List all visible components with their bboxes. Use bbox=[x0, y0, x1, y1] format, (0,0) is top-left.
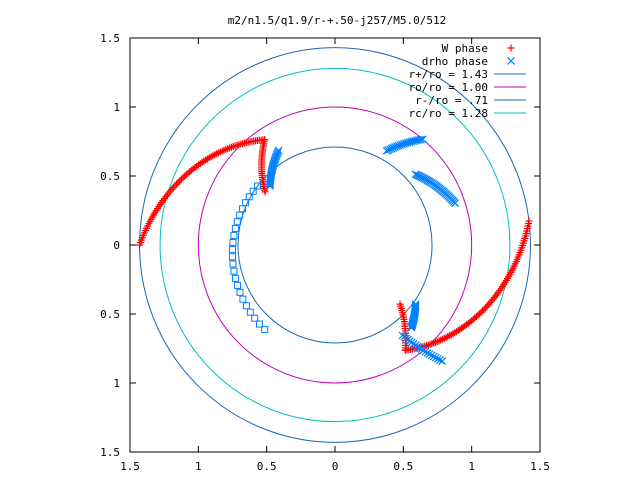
drho-square-point bbox=[236, 288, 244, 296]
y-tick-label: 0.5 bbox=[100, 170, 120, 183]
drho-square-point bbox=[239, 295, 247, 303]
w-phase-point bbox=[507, 44, 515, 52]
drho-square-point bbox=[228, 246, 236, 254]
y-tick-label: 0 bbox=[113, 239, 120, 252]
drho-phase-point bbox=[507, 57, 515, 65]
drho-phase-point bbox=[436, 356, 444, 364]
w-phase-point bbox=[174, 178, 182, 186]
drho-square-point bbox=[233, 281, 241, 289]
drho-phase-point bbox=[431, 353, 440, 362]
legend-label: drho phase bbox=[422, 55, 488, 68]
drho-square-point bbox=[261, 326, 269, 334]
y-tick-label: 1.5 bbox=[100, 446, 120, 459]
drho-square-point bbox=[245, 193, 253, 201]
w-phase-point bbox=[173, 180, 181, 188]
circle-0.71 bbox=[237, 146, 433, 344]
drho-square-point bbox=[229, 238, 237, 246]
w-phase-point bbox=[480, 305, 488, 313]
x-tick-label: 0 bbox=[332, 460, 339, 473]
circle-1 bbox=[197, 106, 473, 384]
w-phase-point bbox=[176, 177, 184, 185]
x-tick-label: 0.5 bbox=[393, 460, 413, 473]
drho-square-point bbox=[231, 274, 239, 282]
drho-square-point bbox=[249, 187, 257, 195]
w-phase-point bbox=[483, 302, 491, 310]
drho-square-point bbox=[236, 211, 244, 219]
legend-label: r+/ro = 1.43 bbox=[409, 68, 488, 81]
drho-square-point bbox=[254, 182, 262, 190]
drho-phase-point bbox=[268, 162, 277, 171]
x-tick-label: 1.5 bbox=[120, 460, 140, 473]
w-phase-point bbox=[486, 299, 494, 307]
drho-square-point bbox=[229, 260, 237, 268]
drho-phase-point bbox=[408, 321, 417, 330]
drho-square-point bbox=[228, 253, 236, 261]
drho-phase-point bbox=[425, 350, 434, 359]
x-tick-label: 1 bbox=[468, 460, 475, 473]
w-phase-point bbox=[261, 188, 269, 196]
drho-square-point bbox=[231, 224, 239, 232]
w-phase-point bbox=[177, 175, 185, 183]
drho-square-point bbox=[242, 302, 250, 310]
w-phase-point bbox=[485, 300, 493, 308]
w-phase-point bbox=[477, 308, 485, 316]
drho-phase-point bbox=[438, 357, 447, 365]
w-phase-point bbox=[169, 184, 177, 192]
x-tick-label: 1.5 bbox=[530, 460, 550, 473]
drho-phase-point bbox=[268, 164, 277, 173]
w-phase-point bbox=[396, 300, 404, 308]
y-tick-label: 0.5 bbox=[100, 308, 120, 321]
y-tick-label: 1 bbox=[113, 101, 120, 114]
drho-square-point bbox=[233, 218, 241, 226]
drho-phase-point bbox=[434, 354, 442, 363]
y-tick-label: 1 bbox=[113, 377, 120, 390]
w-phase-point bbox=[479, 307, 487, 315]
drho-phase-point bbox=[429, 352, 438, 361]
drho-phase-point bbox=[274, 146, 283, 155]
drho-square-point bbox=[230, 231, 238, 239]
x-tick-label: 1 bbox=[195, 460, 202, 473]
w-phase-point bbox=[171, 182, 179, 190]
drho-phase-point bbox=[268, 165, 276, 174]
y-tick-label: 1.5 bbox=[100, 32, 120, 45]
drho-phase-point bbox=[416, 135, 425, 144]
legend-label: ro/ro = 1.00 bbox=[409, 81, 488, 94]
drho-square-point bbox=[256, 320, 264, 328]
drho-phase-point bbox=[427, 351, 436, 360]
circle-1.28 bbox=[159, 67, 511, 423]
legend-label: rc/ro = 1.28 bbox=[409, 107, 488, 120]
drho-phase-point bbox=[418, 135, 427, 144]
w-phase-point bbox=[482, 304, 490, 312]
drho-square-point bbox=[251, 314, 259, 322]
w-phase-point bbox=[181, 172, 189, 180]
drho-square-point bbox=[230, 267, 238, 275]
drho-phase-point bbox=[407, 323, 416, 332]
legend-label: r-/ro = .71 bbox=[415, 94, 488, 107]
drho-square-point bbox=[246, 308, 254, 316]
w-phase-point bbox=[179, 174, 187, 182]
legend-label: W phase bbox=[442, 42, 488, 55]
x-tick-label: 0.5 bbox=[257, 460, 277, 473]
drho-phase-point bbox=[411, 170, 420, 179]
chart-title: m2/n1.5/q1.9/r-+.50-j257/M5.0/512 bbox=[228, 14, 447, 27]
